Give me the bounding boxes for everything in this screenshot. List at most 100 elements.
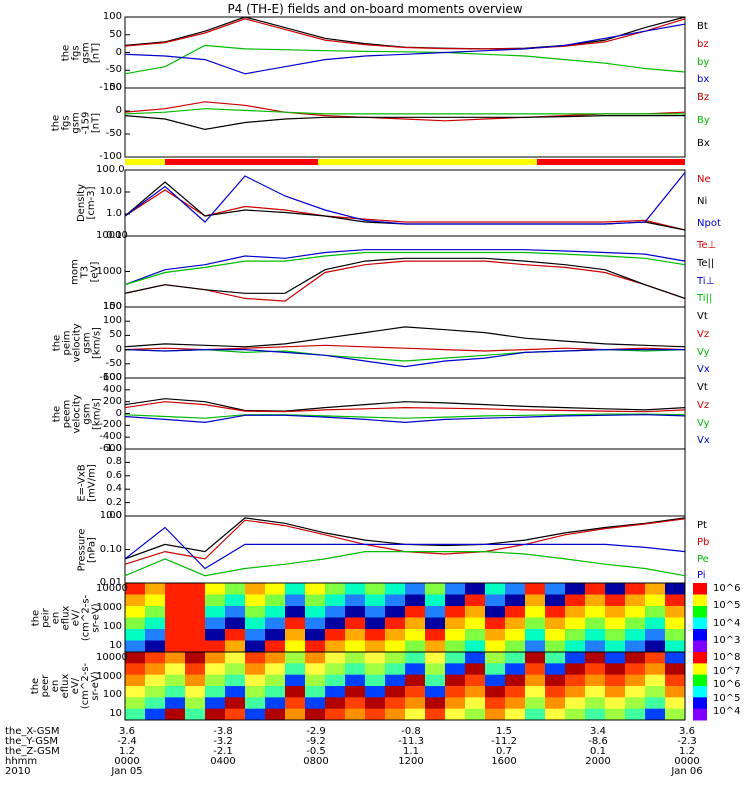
spectrogram-cell	[305, 686, 326, 698]
spectrogram-cell	[545, 708, 566, 721]
spectrogram-cell	[165, 583, 186, 595]
y-tick-label: -50	[105, 357, 122, 369]
spectrogram-cell	[605, 652, 626, 664]
spectrogram-cell	[345, 663, 366, 676]
spectrogram-cell	[405, 697, 426, 710]
spectrogram-cell	[665, 652, 686, 664]
y-axis-label: mom T3 [eV]	[69, 258, 101, 285]
spectrogram-cell	[625, 708, 646, 721]
spectrogram-cell	[385, 606, 406, 618]
spectrogram-cell	[145, 686, 166, 698]
spectrogram-cell	[465, 594, 486, 607]
y-tick-label: 10	[109, 640, 122, 651]
colorbar-label: 10^8	[713, 652, 741, 663]
colorbar-label: 10^7	[713, 665, 741, 677]
y-tick-label: 0.0	[106, 510, 122, 521]
y-tick-label: 200	[102, 395, 122, 407]
y-axis-label: the fgs gsm [nT]	[60, 41, 102, 64]
spectrogram-cell	[145, 640, 166, 653]
spectrogram-cell	[645, 663, 666, 676]
y-tick-label: 50	[109, 82, 122, 93]
y-tick-label: -100	[99, 151, 122, 162]
spectrogram-cell	[485, 708, 506, 721]
y-tick-label: 50	[109, 28, 122, 40]
colorbar-segment	[693, 629, 707, 641]
spectrogram-cell	[325, 708, 346, 721]
colorbar-segment	[693, 674, 707, 687]
spectrogram-cell	[645, 606, 666, 618]
series-line-peim_v-3	[124, 349, 685, 368]
y-tick-label: 0.1	[106, 230, 122, 241]
spectrogram-cell	[245, 583, 266, 595]
spectrogram-cell	[625, 697, 646, 710]
spectrogram-cell	[185, 629, 206, 641]
x-axis-value: 1200	[398, 756, 424, 767]
colorbar-label: 10^4	[713, 706, 741, 718]
legend-label: Te||	[697, 257, 715, 269]
spectrogram-cell	[505, 686, 526, 698]
status-bar-segment	[125, 159, 165, 165]
spectrogram-cell	[165, 686, 186, 698]
spectrogram-cell	[325, 594, 346, 607]
spectrogram-cell	[185, 663, 206, 676]
y-tick-label: 0.10	[99, 543, 122, 555]
legend-label: Ni	[697, 196, 708, 207]
spectrogram-cell	[405, 617, 426, 630]
legend-label: Pi	[697, 570, 706, 582]
spectrogram-cell	[225, 629, 246, 641]
spectrogram-cell	[445, 594, 466, 607]
spectrogram-cell	[465, 708, 486, 721]
spectrogram-cell	[405, 606, 426, 618]
colorbar-label: 10^4	[713, 617, 741, 629]
spectrogram-cell	[425, 583, 446, 595]
spectrogram-cell	[525, 686, 546, 698]
spectrogram-cell	[545, 652, 566, 664]
y-tick-label: 0	[115, 407, 122, 419]
spectrogram-cell	[245, 629, 266, 641]
spectrogram-cell	[505, 663, 526, 676]
spectrogram-cell	[125, 697, 146, 710]
spectrogram-cell	[165, 640, 186, 653]
spectrogram-cell	[245, 708, 266, 721]
spectrogram-cell	[185, 708, 206, 721]
spectrogram-cell	[525, 629, 546, 641]
colorbar-segment	[693, 663, 707, 676]
spectrogram-cell	[425, 708, 446, 721]
spectrogram-cell	[305, 663, 326, 676]
legend-label: bz	[697, 38, 709, 50]
spectrogram-cell	[605, 594, 626, 607]
y-tick-label: 0.2	[106, 496, 122, 508]
spectrogram-cell	[225, 708, 246, 721]
spectrogram-cell	[265, 697, 286, 710]
spectrogram-cell	[565, 629, 586, 641]
x-axis-value: 1600	[491, 756, 517, 767]
spectrogram-cell	[265, 674, 286, 687]
colorbar-label: 10^5	[713, 600, 741, 612]
y-tick-label: 0	[115, 343, 122, 355]
spectrogram-cell	[285, 583, 306, 595]
spectrogram-cell	[305, 594, 326, 607]
spectrogram-cell	[585, 674, 606, 687]
spectrogram-cell	[385, 708, 406, 721]
spectrogram-cell	[325, 652, 346, 664]
y-tick-label: -100	[99, 372, 122, 383]
legend-label: Ti||	[697, 293, 713, 305]
spectrogram-cell	[665, 629, 686, 641]
spectrogram-cell	[285, 663, 306, 676]
spectrogram-cell	[425, 640, 446, 653]
spectrogram-cell	[245, 617, 266, 630]
y-tick-label: 1.0	[106, 443, 122, 454]
spectrogram-cell	[185, 594, 206, 607]
spectrogram-cell	[565, 708, 586, 721]
spectrogram-cell	[165, 674, 186, 687]
spectrogram-cell	[445, 686, 466, 698]
spectrogram-cell	[345, 652, 366, 664]
legend-label: bx	[697, 74, 710, 86]
legend-label: Vx	[697, 435, 710, 447]
spectrogram-cell	[485, 617, 506, 630]
spectrogram-cell	[605, 674, 626, 687]
spectrogram-cell	[445, 617, 466, 630]
y-tick-label: 0	[115, 46, 122, 58]
spectrogram-cell	[285, 674, 306, 687]
y-tick-label: 0.8	[106, 456, 122, 468]
